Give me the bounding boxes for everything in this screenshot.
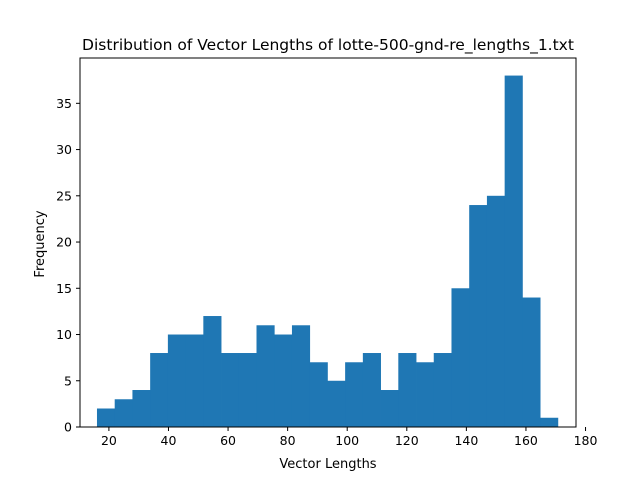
x-tick-label: 180: [574, 433, 598, 448]
plot-frame: [79, 57, 577, 428]
x-tick-label: 160: [514, 433, 538, 448]
histogram-bar: [433, 353, 452, 427]
histogram-bar: [345, 362, 364, 427]
histogram-bar: [114, 399, 133, 427]
histogram-bar: [504, 75, 523, 428]
y-tick-label: 10: [56, 327, 72, 342]
histogram-bar: [416, 362, 435, 427]
x-tick-label: 80: [280, 433, 296, 448]
x-tick-label: 20: [101, 433, 117, 448]
histogram-bar: [398, 353, 417, 427]
histogram-bar: [274, 334, 293, 427]
histogram-bar: [486, 195, 506, 427]
y-tick-label: 20: [56, 235, 72, 250]
histogram-bar: [451, 288, 470, 427]
histogram-bar: [522, 297, 541, 427]
y-tick-label: 15: [56, 281, 72, 296]
y-tick-label: 35: [56, 96, 72, 111]
y-tick-label: 30: [56, 142, 72, 157]
histogram-bar: [167, 334, 187, 427]
histogram-bar: [309, 362, 328, 427]
y-axis-label: Frequency: [33, 210, 48, 277]
histogram-bar: [256, 325, 275, 427]
x-tick-label: 40: [161, 433, 177, 448]
histogram-bar: [96, 408, 116, 427]
y-axis-ticks: 0 5 10 15 20 25 30 35: [56, 96, 80, 435]
histogram-bar: [469, 205, 488, 427]
histogram-bar: [327, 380, 346, 427]
histogram-bar: [291, 325, 311, 427]
histogram-bar: [185, 334, 204, 427]
histogram-bar: [150, 353, 169, 427]
y-tick-label: 5: [64, 373, 72, 388]
histogram-bar: [540, 417, 559, 427]
histogram-bar: [203, 316, 222, 427]
y-tick-label: 25: [56, 188, 72, 203]
x-tick-label: 100: [335, 433, 359, 448]
bars-group: [96, 75, 559, 428]
histogram-bar: [238, 353, 257, 427]
histogram-bar: [362, 353, 381, 427]
x-axis-ticks: 20 40 60 80 100 120 140 160 180: [101, 427, 598, 448]
x-tick-label: 140: [454, 433, 478, 448]
histogram-bar: [380, 390, 399, 427]
histogram-bar: [221, 353, 240, 427]
y-tick-label: 0: [64, 420, 72, 435]
x-tick-label: 60: [220, 433, 236, 448]
histogram-bar: [132, 390, 151, 427]
chart-title: Distribution of Vector Lengths of lotte-…: [82, 36, 574, 55]
x-tick-label: 120: [395, 433, 419, 448]
x-axis-label: Vector Lengths: [279, 457, 376, 472]
